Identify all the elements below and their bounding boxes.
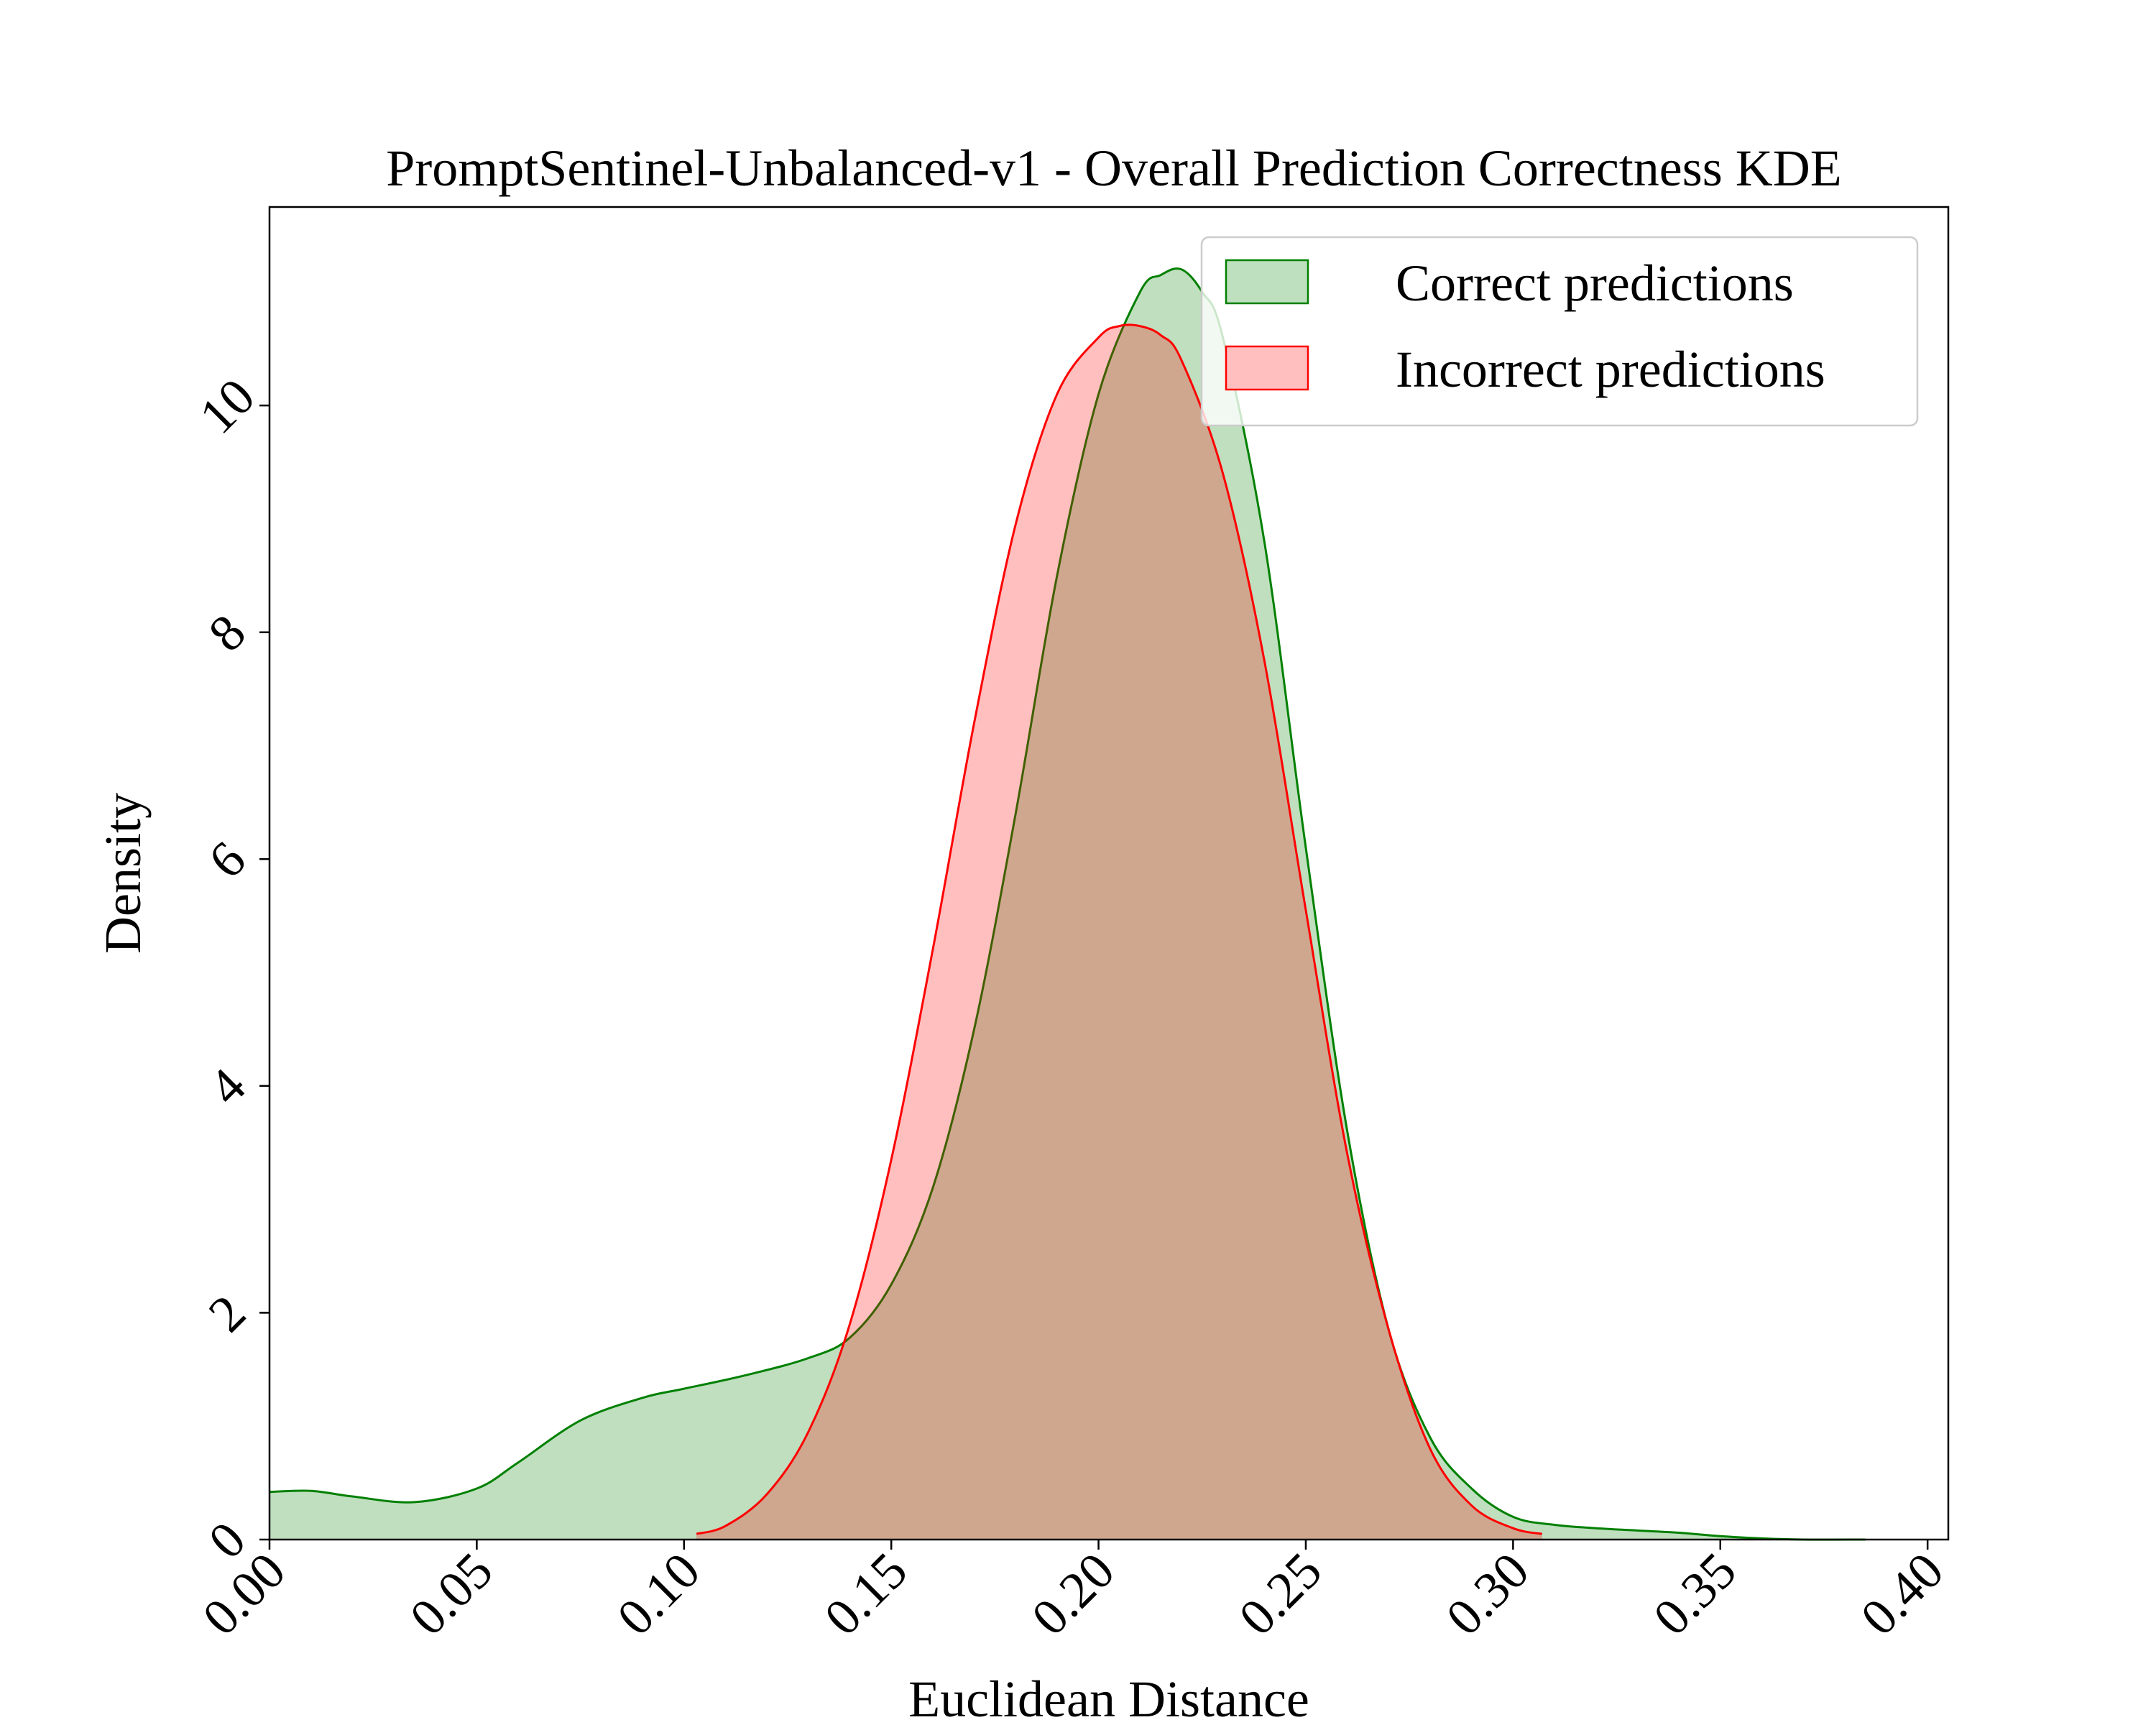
legend: Correct predictions Incorrect prediction… (1200, 236, 1919, 427)
x-tick-label: 0.40 (1850, 1542, 1955, 1647)
x-tick-label: 0.25 (1228, 1542, 1333, 1647)
kde-line-correct (269, 267, 1866, 1541)
y-tick-label: 2 (198, 1284, 257, 1343)
legend-swatch-incorrect (1225, 345, 1309, 391)
x-tick-label: 0.20 (1021, 1542, 1125, 1647)
kde-area-incorrect (696, 324, 1542, 1540)
x-tick-label: 0.35 (1642, 1542, 1747, 1647)
x-tick-label: 0.30 (1435, 1542, 1540, 1647)
y-axis-label: Density (94, 793, 152, 954)
kde-line-incorrect (696, 323, 1542, 1535)
y-tick-label: 6 (198, 830, 257, 889)
chart-title: PromptSentinel-Unbalanced-v1 - Overall P… (386, 139, 1841, 197)
x-tick-label: 0.10 (606, 1542, 711, 1647)
x-axis-ticks: 0.00 0.05 0.10 0.15 0.20 0.25 0.30 0.35 0.40 (192, 1540, 1955, 1647)
series-layer (269, 267, 1866, 1541)
legend-label-correct: Correct predictions (1396, 254, 1794, 312)
y-tick-label: 4 (198, 1057, 257, 1116)
x-tick-label: 0.05 (399, 1542, 504, 1647)
y-tick-label: 10 (188, 367, 265, 444)
legend-label-incorrect: Incorrect predictions (1396, 341, 1825, 398)
x-axis-label: Euclidean Distance (908, 1670, 1309, 1725)
legend-swatch-correct (1225, 259, 1309, 305)
x-tick-label: 0.15 (814, 1542, 918, 1647)
kde-area-correct (270, 268, 1866, 1540)
y-tick-label: 8 (198, 604, 257, 663)
legend-frame (1200, 236, 1919, 427)
plot-frame (268, 206, 1950, 1541)
